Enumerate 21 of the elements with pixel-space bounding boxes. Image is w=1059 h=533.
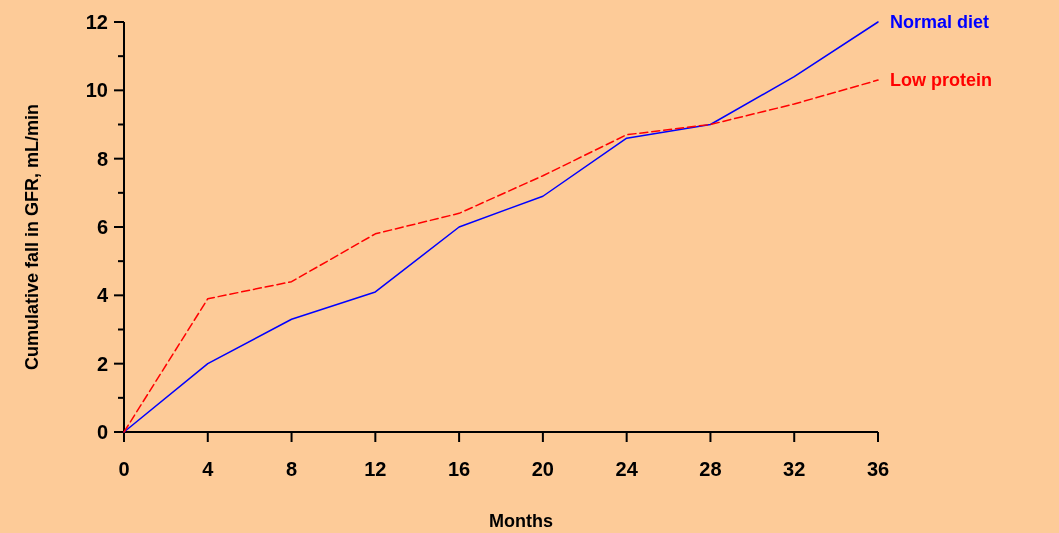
x-tick-label: 28 xyxy=(699,458,722,480)
x-tick-label: 24 xyxy=(615,458,639,480)
x-tick-label: 20 xyxy=(531,458,555,480)
y-tick-label: 0 xyxy=(96,421,108,443)
x-tick-label: 12 xyxy=(364,458,387,480)
y-axis-title: Cumulative fall in GFR, mL/min xyxy=(22,103,42,371)
y-tick-label: 8 xyxy=(96,147,108,170)
x-tick-label: 8 xyxy=(285,458,298,480)
x-tick-label: 0 xyxy=(118,458,130,480)
y-tick-label: 2 xyxy=(96,352,108,375)
y-tick-label: 12 xyxy=(85,11,108,33)
x-axis-title: Months xyxy=(489,511,553,531)
series-label: Normal diet xyxy=(890,12,990,32)
y-tick-label: 10 xyxy=(85,79,108,102)
x-tick-label: 4 xyxy=(202,458,215,480)
y-tick-label: 4 xyxy=(96,284,109,307)
x-tick-label: 32 xyxy=(783,458,806,480)
series-label: Low protein xyxy=(890,70,992,91)
y-tick-label: 6 xyxy=(96,216,108,238)
x-tick-label: 36 xyxy=(866,458,890,480)
x-tick-label: 16 xyxy=(447,458,471,480)
